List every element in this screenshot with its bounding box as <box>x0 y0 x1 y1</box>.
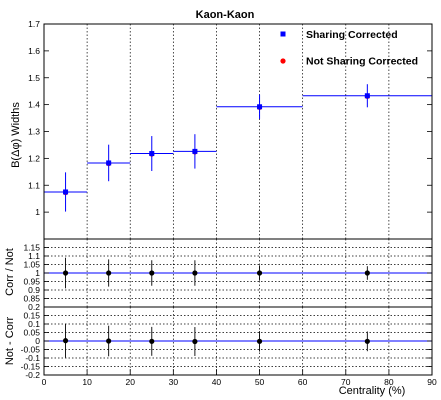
data-point <box>364 338 370 344</box>
legend-label-sharing-corrected: Sharing Corrected <box>306 29 398 41</box>
data-point-sharing-corrected <box>149 151 155 157</box>
data-point <box>62 270 69 276</box>
data-point <box>256 270 263 276</box>
data-point-sharing-corrected <box>192 148 198 154</box>
x-tick-label: 40 <box>212 377 222 387</box>
y-tick-label: 1 <box>35 268 40 278</box>
y-tick-label: 0.2 <box>28 302 40 312</box>
data-point <box>192 338 198 345</box>
main-yticks: 1 1.1 1.2 1.3 1.4 1.5 1.6 1.7 <box>28 19 432 217</box>
legend-marker-not-sharing-corrected <box>280 58 286 64</box>
data-point <box>192 270 198 276</box>
x-tick-label: 20 <box>125 377 135 387</box>
y-tick-label: 1.7 <box>28 19 40 29</box>
y-tick-label: 1.2 <box>28 153 40 163</box>
y-tick-label: 0.15 <box>23 311 40 321</box>
diff-frame <box>43 306 433 376</box>
y-tick-label: -0.05 <box>21 345 41 355</box>
y-tick-label: 1.1 <box>28 180 40 190</box>
y-tick-label: 0.95 <box>23 277 40 287</box>
data-point-sharing-corrected <box>106 160 112 166</box>
data-point <box>106 338 112 344</box>
y-tick-label: 0.1 <box>28 319 40 329</box>
y-tick-label: -0.15 <box>21 362 41 372</box>
y-tick-label: 1.15 <box>23 243 40 253</box>
y-tick-label: -0.2 <box>25 370 40 380</box>
y-tick-label: 0 <box>35 336 40 346</box>
main-marks <box>44 84 432 212</box>
data-point <box>256 338 263 344</box>
main-ylabel: B(Δφ) Widths <box>10 102 22 168</box>
data-point-sharing-corrected <box>364 93 370 99</box>
x-tick-label: 10 <box>82 377 92 387</box>
y-tick-label: 1 <box>35 207 40 217</box>
y-tick-label: 0.85 <box>23 294 40 304</box>
x-tick-label: 90 <box>427 377 437 387</box>
y-tick-label: 1.6 <box>28 46 40 56</box>
legend-label-not-sharing-corrected: Not Sharing Corrected <box>306 56 418 68</box>
y-tick-label: 0.05 <box>23 328 40 338</box>
x-tick-label: 80 <box>384 377 394 387</box>
y-tick-label: 1.05 <box>23 260 40 270</box>
data-point <box>149 338 155 344</box>
data-point <box>106 270 112 276</box>
main-grid <box>86 24 390 239</box>
y-tick-label: 1.5 <box>28 73 40 83</box>
y-tick-label: 1.4 <box>28 100 40 110</box>
data-point-sharing-corrected <box>257 104 263 110</box>
data-point <box>149 270 155 276</box>
y-tick-label: 1.3 <box>28 127 40 137</box>
legend: Sharing Corrected Not Sharing Corrected <box>280 29 418 68</box>
chart-title: Kaon-Kaon <box>196 9 255 21</box>
diff-xticks: 0 10 20 30 40 50 60 70 80 90 <box>42 369 437 387</box>
legend-marker-sharing-corrected <box>280 31 286 37</box>
x-tick-label: 70 <box>341 377 351 387</box>
data-point <box>62 338 69 344</box>
x-axis-label: Centrality (%) <box>339 385 406 397</box>
x-tick-label: 30 <box>169 377 179 387</box>
diff-marks <box>44 323 432 358</box>
data-point <box>364 270 370 276</box>
y-tick-label: -0.1 <box>25 353 40 363</box>
ratio-ylabel: Corr / Not <box>4 248 16 296</box>
y-tick-label: 1.1 <box>28 251 40 261</box>
data-point-sharing-corrected <box>63 189 69 195</box>
ratio-marks <box>44 257 432 289</box>
main-panel: Kaon-Kaon 1 1.1 1.2 1.3 1.4 1.5 1.6 1.7 B(Δφ) W… <box>10 9 433 240</box>
diff-ylabel: Not - Corr <box>4 317 16 366</box>
x-tick-label: 50 <box>255 377 265 387</box>
x-tick-label: 0 <box>42 377 47 387</box>
x-tick-label: 60 <box>298 377 308 387</box>
y-tick-label: 0.9 <box>28 285 40 295</box>
